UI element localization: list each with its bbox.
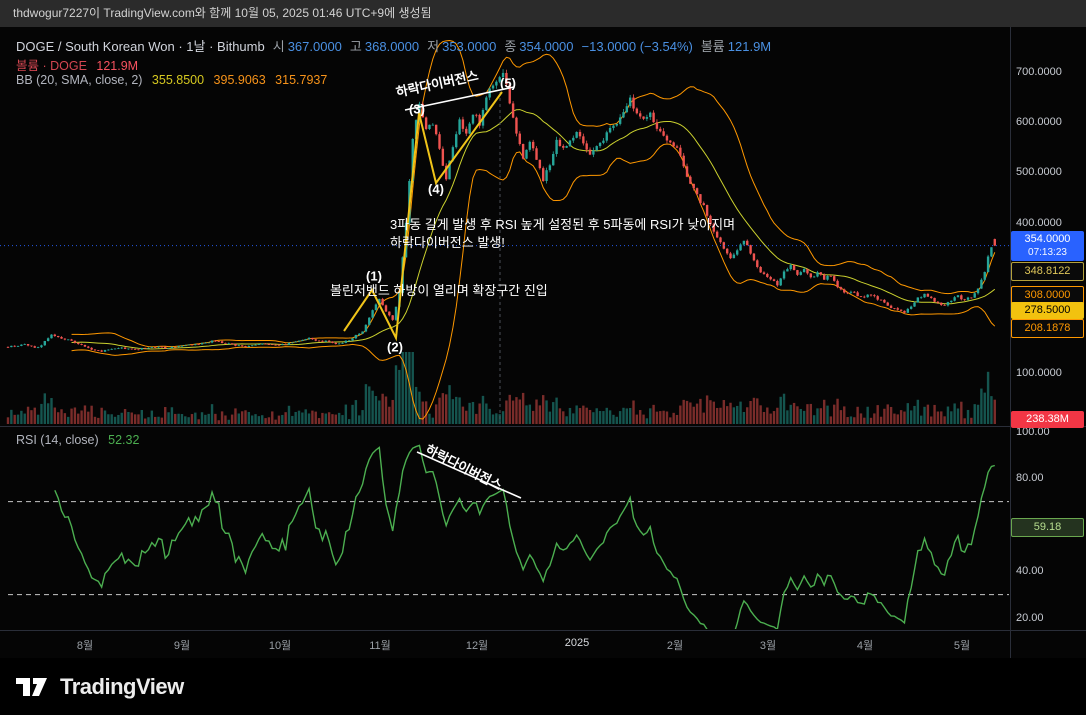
time-axis-label[interactable]: 9월	[173, 640, 191, 652]
countdown-timer: 07:13:23	[1028, 247, 1067, 258]
time-axis[interactable]: 8월 9월 10월 11월 12월 2025 2월 3월 4월 5월	[0, 630, 1086, 658]
volume-series	[6, 352, 996, 424]
time-axis-label[interactable]: 12월	[465, 640, 489, 652]
ohlc-field-value: 121.9M	[727, 39, 772, 54]
time-axis-label[interactable]: 11월	[369, 640, 391, 652]
ohlc-field-label: 고	[349, 39, 362, 54]
rsi-legend[interactable]: RSI (14, close) 52.32	[16, 433, 139, 447]
ohlc-field-label: 종	[504, 39, 517, 54]
logo-bar: TradingView	[0, 658, 1086, 715]
attribution-text: thdwogur7227이 TradingView.com와 함께 10월 05…	[13, 6, 432, 20]
annotation-note-divergence-2[interactable]: 하락다이버전스 발생!	[390, 235, 505, 250]
bb-basis-value: 355.8500	[151, 73, 205, 87]
annotation-note-bollinger[interactable]: 볼린저밴드 하방이 열리며 확장구간 진입	[330, 283, 548, 298]
volume-legend-value: 121.9M	[96, 59, 139, 73]
price-level-badge[interactable]: 278.5000	[1011, 302, 1084, 319]
ohlc-field-label: 저	[427, 39, 440, 54]
ohlc-field-value: −13.0000 (−3.54%)	[581, 39, 693, 54]
time-axis-label[interactable]: 8월	[76, 640, 94, 652]
elliott-wave-label[interactable]: (2)	[387, 339, 403, 355]
elliott-wave-label[interactable]: (1)	[366, 268, 382, 284]
time-axis-label[interactable]: 5월	[953, 640, 971, 652]
rsi-line	[54, 444, 995, 629]
divergence-trendline-rsi	[416, 451, 522, 499]
time-axis-label[interactable]: 4월	[856, 640, 874, 652]
rsi-axis-tick: 100.00	[1016, 426, 1050, 438]
price-axis-tick: 600.0000	[1016, 116, 1062, 129]
bb-legend-title: BB (20, SMA, close, 2)	[16, 73, 143, 87]
divergence-trendline-main	[404, 86, 515, 111]
candlestick-series	[6, 69, 996, 353]
price-axis-tick: 100.0000	[1016, 367, 1062, 380]
ohlc-field-value: 367.0000	[287, 39, 342, 54]
time-axis-label[interactable]: 2월	[666, 640, 684, 652]
price-axis-tick: 700.0000	[1016, 66, 1062, 78]
price-level-badge[interactable]: 238.38M	[1011, 411, 1084, 428]
volume-legend-title: 볼륨 · DOGE	[16, 59, 87, 73]
attribution-bar: thdwogur7227이 TradingView.com와 함께 10월 05…	[0, 0, 1086, 27]
annotation-note-divergence-1[interactable]: 3파동 길게 발생 후 RSI 높게 설정된 후 5파동에 RSI가 낮아지며	[390, 217, 736, 232]
tradingview-logo-text[interactable]: TradingView	[60, 673, 184, 699]
ohlc-field-value: 353.0000	[442, 39, 497, 54]
ohlc-field-label: 시	[272, 39, 285, 54]
elliott-wave-line	[343, 91, 503, 342]
current-price-badge[interactable]: 354.0000 07:13:23	[1011, 231, 1084, 261]
symbol-legend[interactable]: DOGE / South Korean Won · 1날 · Bithumb 시 3…	[16, 36, 771, 55]
rsi-legend-title: RSI (14, close)	[16, 433, 99, 447]
bb-upper-value: 395.9063	[213, 73, 266, 87]
rsi-axis-tick: 80.00	[1016, 472, 1044, 485]
time-axis-label[interactable]: 3월	[759, 640, 777, 652]
elliott-wave-label[interactable]: (4)	[428, 181, 444, 197]
elliott-wave-label[interactable]: (3)	[409, 101, 425, 117]
price-level-badge[interactable]: 348.8122	[1011, 262, 1084, 281]
rsi-legend-value: 52.32	[108, 433, 140, 447]
time-axis-label[interactable]: 10월	[268, 640, 292, 652]
price-level-badge[interactable]: 208.1878	[1011, 319, 1084, 338]
time-axis-label[interactable]: 2025	[564, 637, 590, 649]
rsi-value-badge[interactable]: 59.18	[1011, 517, 1084, 537]
ohlc-field-value: 354.0000	[519, 39, 574, 54]
bb-legend[interactable]: BB (20, SMA, close, 2) 355.8500 395.9063…	[16, 73, 327, 87]
bb-lower-value: 315.7937	[275, 73, 328, 87]
ohlc-values: 시 367.0000 고 368.0000 저 353.0000 종 354.0000 −13.…	[265, 39, 771, 54]
rsi-axis-tick: 20.00	[1016, 611, 1044, 624]
rsi-bands	[8, 501, 1009, 596]
tradingview-logo-icon[interactable]	[14, 675, 50, 699]
elliott-wave-label[interactable]: (5)	[500, 75, 516, 91]
ohlc-field-label: 볼륨	[700, 39, 725, 54]
price-axis-tick: 500.0000	[1016, 166, 1062, 179]
rsi-axis-tick: 40.00	[1016, 565, 1044, 578]
volume-legend[interactable]: 볼륨 · DOGE 121.9M	[16, 55, 138, 74]
price-axis-tick: 400.0000	[1016, 216, 1062, 229]
symbol-title[interactable]: DOGE / South Korean Won · 1날 · Bithumb	[16, 39, 265, 54]
ohlc-field-value: 368.0000	[364, 39, 420, 54]
